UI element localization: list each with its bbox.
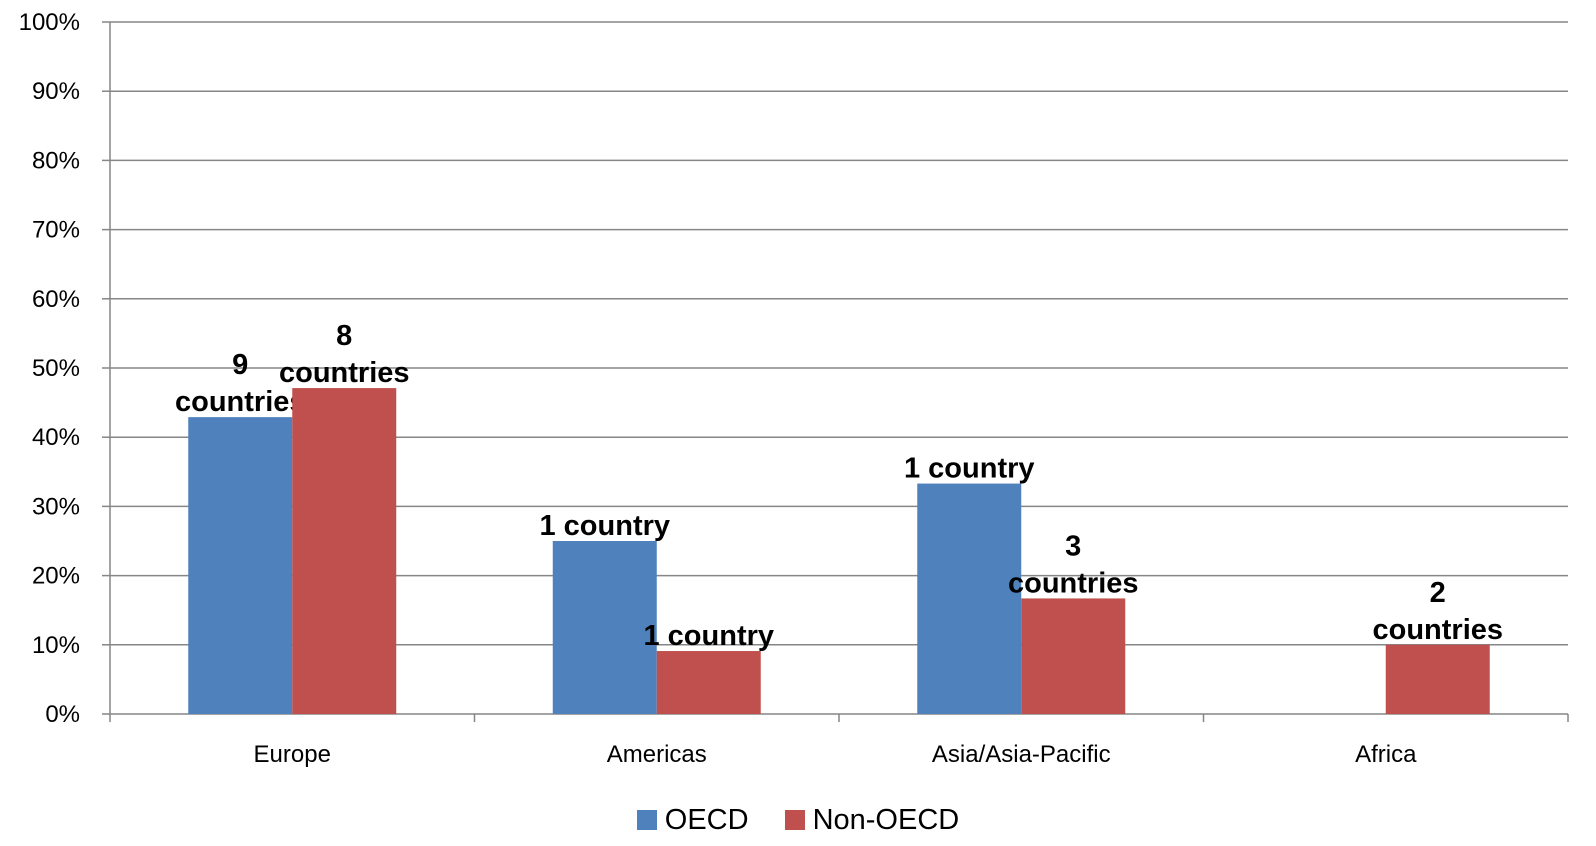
y-tick-label: 80% <box>32 147 80 174</box>
legend-label-oecd: OECD <box>664 803 749 836</box>
data-label: 9 <box>232 349 248 381</box>
data-label: countries <box>1008 567 1139 599</box>
data-label: 2 <box>1430 577 1446 609</box>
y-tick-label: 30% <box>32 493 80 520</box>
data-label: countries <box>175 386 306 418</box>
category-label: Asia/Asia-Pacific <box>932 741 1111 768</box>
y-tick-label: 40% <box>32 424 80 451</box>
data-label: 1 country <box>539 510 670 542</box>
bar-oecd <box>552 541 657 714</box>
data-label: 3 <box>1065 530 1081 562</box>
legend-swatch-non-oecd <box>784 810 805 830</box>
y-tick-label: 60% <box>32 286 80 313</box>
bar-non-oecd <box>1385 644 1490 714</box>
bar-oecd <box>188 417 293 714</box>
data-label: 1 country <box>643 620 774 652</box>
bar-chart: 0% 10% 20% 30% 40% 50% 60% 70% 80% 90% 100% Europe 9… <box>19 9 1569 768</box>
data-label: 1 country <box>904 453 1035 485</box>
category-label: Europe <box>254 741 331 768</box>
y-tick-label: 90% <box>32 78 80 105</box>
bar-non-oecd <box>656 651 761 714</box>
y-tick-label: 70% <box>32 217 80 244</box>
data-label: countries <box>1372 614 1503 646</box>
bar-non-oecd <box>292 388 397 714</box>
bar-oecd <box>917 483 1022 714</box>
legend: OECD Non-OECD <box>0 800 1596 840</box>
y-tick-label: 50% <box>32 355 80 382</box>
y-tick-label: 0% <box>45 701 80 728</box>
y-tick-label: 10% <box>32 632 80 659</box>
y-tick-label: 100% <box>19 9 80 36</box>
bar-non-oecd <box>1021 598 1126 714</box>
legend-label-non-oecd: Non-OECD <box>812 803 960 836</box>
legend-swatch-oecd <box>636 810 657 830</box>
legend-item-non-oecd: Non-OECD <box>784 803 960 837</box>
category-label: Americas <box>607 741 707 768</box>
y-tick-label: 20% <box>32 563 80 590</box>
data-label: 8 <box>336 320 352 352</box>
category-label: Africa <box>1355 741 1417 768</box>
data-label: countries <box>279 357 410 389</box>
legend-item-oecd: OECD <box>636 803 749 837</box>
